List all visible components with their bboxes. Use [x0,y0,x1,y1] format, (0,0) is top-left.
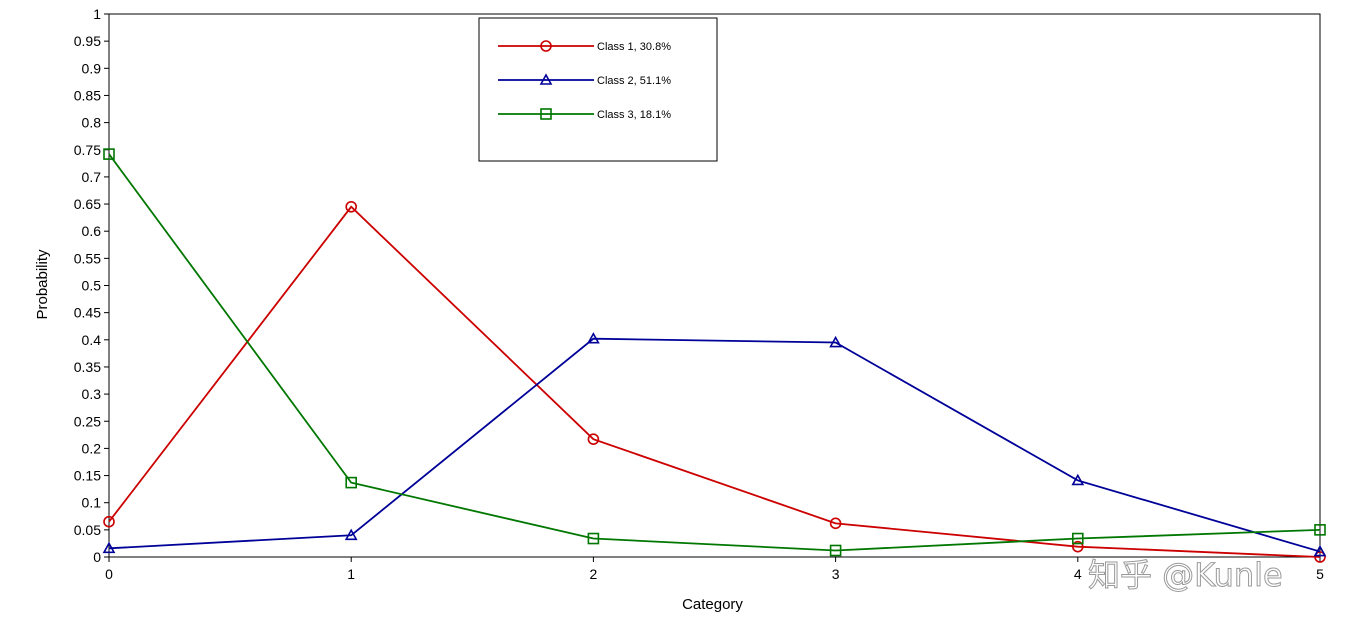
legend: Class 1, 30.8% Class 2, 51.1% Class 3, 18.… [478,17,718,162]
legend-marker-triangle [539,73,553,85]
y-tick-label: 0.85 [74,87,101,103]
y-tick-label: 0.5 [82,278,102,294]
series-class-2 [102,332,1327,557]
data-point-circle [345,200,358,213]
y-tick-label: 0.25 [74,413,101,429]
y-tick-label: 0.8 [82,115,102,131]
data-point-triangle [1071,473,1085,486]
y-tick-label: 0.1 [82,495,102,511]
legend-marker-circle [540,40,552,52]
series-line [108,205,1321,558]
y-tick-label: 1 [93,6,101,22]
legend-label: Class 1, 30.8% [597,41,671,53]
data-point-circle [829,517,842,530]
series-class-1 [103,200,1326,563]
y-tick-label: 0.75 [74,142,101,158]
y-tick-label: 0.35 [74,359,101,375]
y-tick-label: 0.15 [74,468,101,484]
x-axis-ticks: 0 1 2 3 4 5 [105,557,1324,582]
y-tick-label: 0.6 [82,223,102,239]
y-axis-ticks: 0 0.05 0.1 0.15 0.2 0.25 0.3 0.35 0.4 0.45 0.5 0.55… [74,6,109,565]
data-point-triangle [587,332,600,344]
y-tick-label: 0.05 [74,522,101,538]
y-tick-label: 0.55 [74,250,101,266]
legend-box [478,17,718,162]
y-tick-label: 0.45 [74,305,101,321]
legend-item-class-3: Class 3, 18.1% [498,108,671,121]
data-point-circle [1314,551,1326,563]
legend-marker-square [540,108,552,120]
data-point-circle [103,515,115,528]
x-axis-label: Category [682,596,743,613]
plot-area-frame [108,13,1321,558]
series-class-3 [103,148,1326,557]
x-tick-label: 0 [105,566,113,582]
data-point-square [1314,524,1326,536]
legend-label: Class 3, 18.1% [597,109,671,121]
data-point-square [1072,532,1084,545]
legend-label: Class 2, 51.1% [597,75,671,87]
legend-item-class-2: Class 2, 51.1% [498,73,671,87]
y-tick-label: 0.65 [74,196,101,212]
y-tick-label: 0.7 [82,169,102,185]
data-point-square [103,148,115,160]
y-tick-label: 0.4 [82,332,102,348]
y-tick-label: 0 [93,549,101,565]
data-point-triangle [1313,544,1327,557]
x-tick-label: 5 [1316,566,1324,582]
series-line [108,153,1321,552]
data-point-circle [587,433,600,445]
y-tick-label: 0.2 [82,440,102,456]
y-tick-label: 0.9 [82,60,102,76]
legend-item-class-1: Class 1, 30.8% [498,40,671,53]
data-point-square [587,532,600,545]
data-point-circle [1072,540,1084,553]
data-point-square [345,476,358,489]
x-tick-label: 2 [590,566,598,582]
y-axis-label: Probability [34,249,51,320]
x-tick-label: 1 [347,566,355,582]
x-tick-label: 4 [1074,566,1082,582]
y-tick-label: 0.95 [74,33,101,49]
data-point-triangle [344,528,358,541]
y-tick-label: 0.3 [82,386,102,402]
series-layer [102,148,1327,563]
data-point-triangle [102,541,116,554]
series-line [108,337,1321,553]
data-point-triangle [829,335,842,348]
data-point-square [829,544,842,557]
watermark-text: 知乎 @Kunle [1088,556,1283,594]
x-tick-label: 3 [832,566,840,582]
